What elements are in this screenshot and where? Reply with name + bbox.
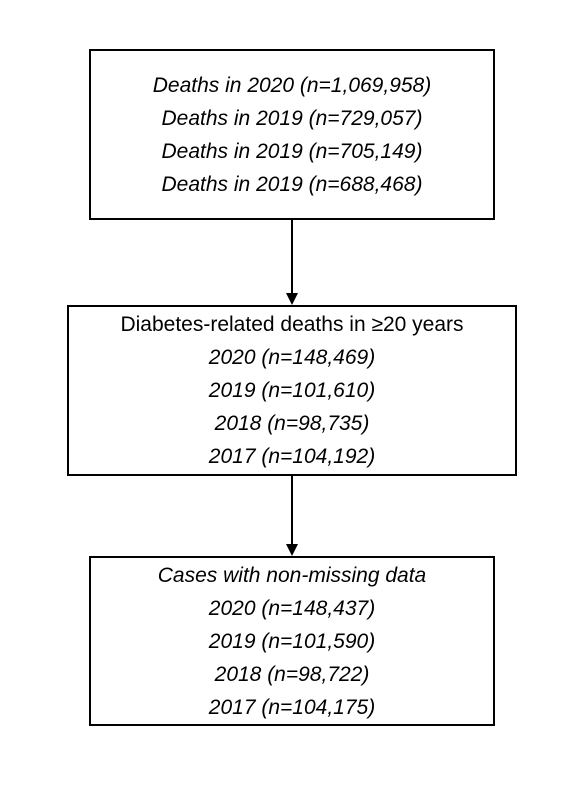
- non-missing-2020-line: 2020 (n=148,437): [208, 596, 376, 620]
- deaths-2019-line-2: Deaths in 2019 (n=705,149): [161, 139, 423, 163]
- deaths-2019-line-3: Deaths in 2019 (n=688,468): [161, 172, 423, 196]
- arrow-box1-to-box2: [286, 220, 298, 305]
- diabetes-2018-line: 2018 (n=98,735): [214, 412, 370, 435]
- deaths-2020-line: Deaths in 2020 (n=1,069,958): [152, 73, 432, 97]
- diabetes-related-heading: Diabetes-related deaths in ≥20 years: [120, 313, 464, 336]
- all-deaths-box: Deaths in 2020 (n=1,069,958) Deaths in 2…: [89, 49, 495, 220]
- deaths-2019-line-1: Deaths in 2019 (n=729,057): [161, 106, 423, 130]
- non-missing-2018-line: 2018 (n=98,722): [214, 662, 370, 686]
- non-missing-2017-line: 2017 (n=104,175): [208, 695, 376, 719]
- non-missing-heading: Cases with non-missing data: [157, 563, 427, 587]
- diabetes-related-deaths-box: Diabetes-related deaths in ≥20 years 202…: [67, 305, 517, 476]
- arrow-1-head: [286, 293, 298, 305]
- diabetes-2020-line: 2020 (n=148,469): [208, 346, 376, 369]
- arrow-box2-to-box3: [286, 476, 298, 556]
- non-missing-data-box: Cases with non-missing data 2020 (n=148,…: [89, 556, 495, 726]
- arrow-2-head: [286, 544, 298, 556]
- diabetes-2019-line: 2019 (n=101,610): [208, 379, 376, 402]
- non-missing-2019-line: 2019 (n=101,590): [208, 629, 376, 653]
- diabetes-2017-line: 2017 (n=104,192): [208, 445, 376, 468]
